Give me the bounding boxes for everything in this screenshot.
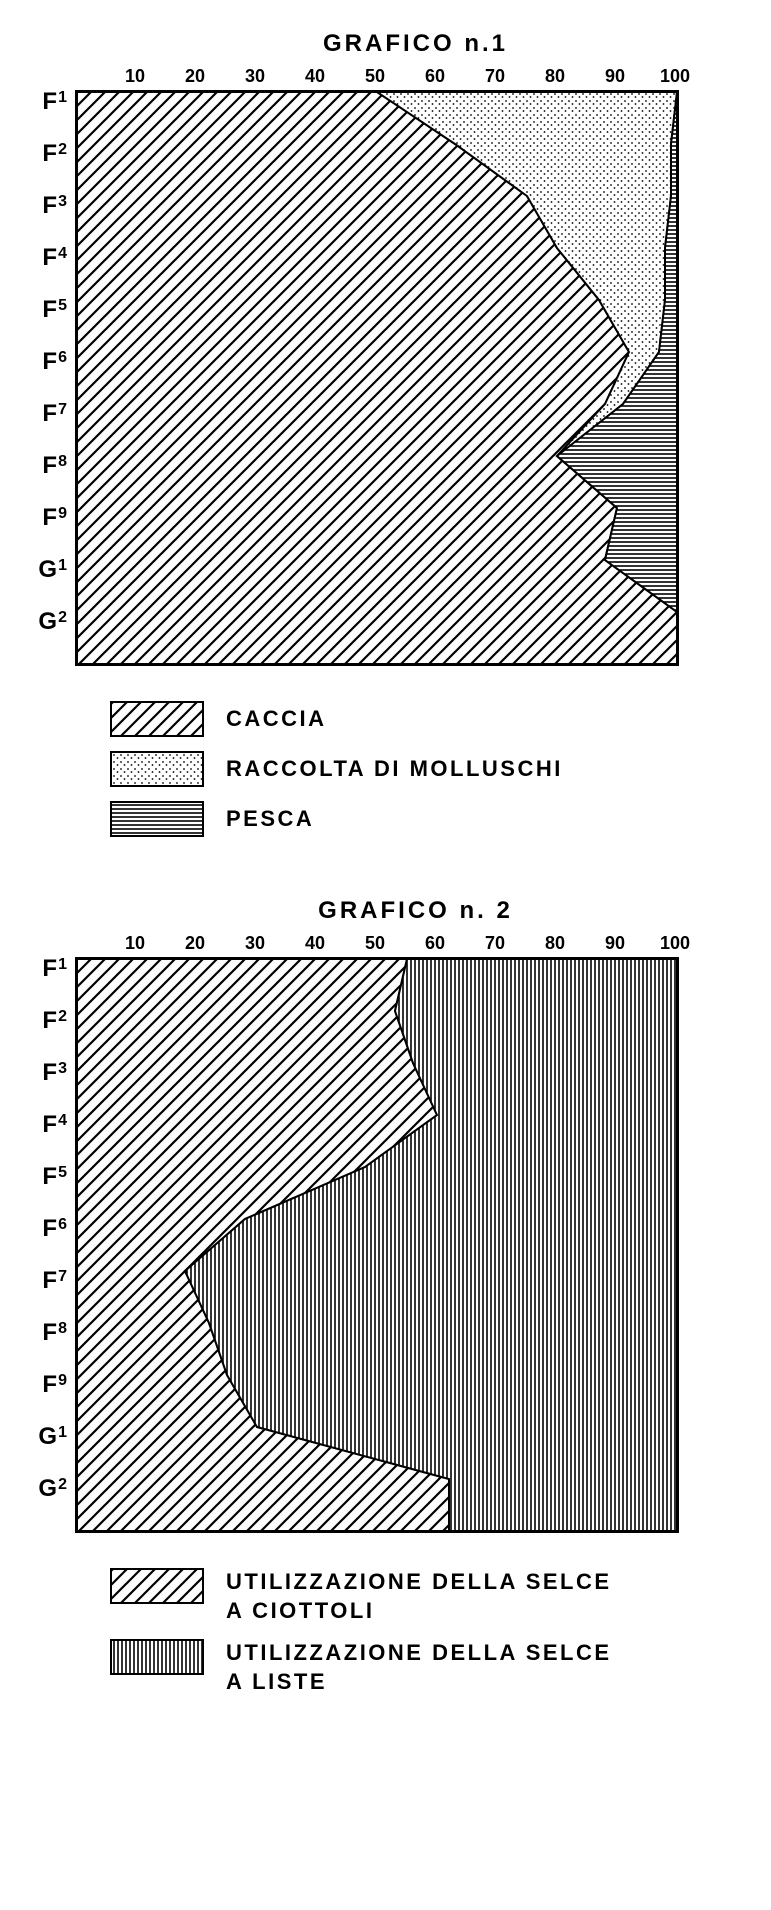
x-tick: 60 xyxy=(425,66,445,87)
x-tick: 20 xyxy=(185,933,205,954)
y-label: F3 xyxy=(20,194,75,246)
y-label: F3 xyxy=(20,1061,75,1113)
y-label: F8 xyxy=(20,454,75,506)
legend-swatch xyxy=(110,751,204,787)
legend-row: RACCOLTA DI MOLLUSCHI xyxy=(110,751,751,787)
chart-2: GRAFICO n. 2 F1F2F3F4F5F6F7F8F9G1G2 10 20… xyxy=(20,897,751,1696)
x-tick: 100 xyxy=(660,933,690,954)
x-tick: 10 xyxy=(125,66,145,87)
chart-1-y-labels: F1F2F3F4F5F6F7F8F9G1G2 xyxy=(20,66,75,662)
y-label: F6 xyxy=(20,350,75,402)
legend-swatch xyxy=(110,801,204,837)
chart-1: GRAFICO n.1 F1F2F3F4F5F6F7F8F9G1G2 10 20 3… xyxy=(20,30,751,837)
chart-2-legend: UTILIZZAZIONE DELLA SELCEA CIOTTOLI UTIL… xyxy=(110,1568,751,1696)
chart-2-y-labels: F1F2F3F4F5F6F7F8F9G1G2 xyxy=(20,933,75,1529)
x-tick: 90 xyxy=(605,66,625,87)
y-label: F6 xyxy=(20,1217,75,1269)
chart-1-wrap: F1F2F3F4F5F6F7F8F9G1G2 10 20 30 40 50 60 70 80 9… xyxy=(20,66,751,666)
y-label: F1 xyxy=(20,90,75,142)
chart-1-plot xyxy=(75,90,679,666)
chart-1-title: GRAFICO n.1 xyxy=(80,30,751,58)
y-label: F2 xyxy=(20,142,75,194)
x-tick: 40 xyxy=(305,933,325,954)
legend-label: UTILIZZAZIONE DELLA SELCEA CIOTTOLI xyxy=(226,1568,612,1625)
legend-label: RACCOLTA DI MOLLUSCHI xyxy=(226,755,563,784)
x-tick: 50 xyxy=(365,933,385,954)
chart-1-legend: CACCIA RACCOLTA DI MOLLUSCHI PESCA xyxy=(110,701,751,837)
y-label: F7 xyxy=(20,1269,75,1321)
legend-swatch xyxy=(110,701,204,737)
y-label: F8 xyxy=(20,1321,75,1373)
y-label: G2 xyxy=(20,1477,75,1529)
legend-label: PESCA xyxy=(226,805,314,834)
x-tick: 100 xyxy=(660,66,690,87)
x-tick: 40 xyxy=(305,66,325,87)
x-tick: 50 xyxy=(365,66,385,87)
legend-swatch xyxy=(110,1639,204,1675)
x-tick: 30 xyxy=(245,933,265,954)
x-tick: 20 xyxy=(185,66,205,87)
x-tick: 80 xyxy=(545,933,565,954)
y-label: G2 xyxy=(20,610,75,662)
y-label: F4 xyxy=(20,246,75,298)
x-tick: 10 xyxy=(125,933,145,954)
y-label: F9 xyxy=(20,1373,75,1425)
y-label: G1 xyxy=(20,1425,75,1477)
y-label: F9 xyxy=(20,506,75,558)
legend-row: PESCA xyxy=(110,801,751,837)
legend-label: UTILIZZAZIONE DELLA SELCEA LISTE xyxy=(226,1639,612,1696)
chart-2-x-axis: 102030405060708090100 xyxy=(75,933,675,957)
chart-2-title: GRAFICO n. 2 xyxy=(80,897,751,925)
x-tick: 60 xyxy=(425,933,445,954)
x-tick: 80 xyxy=(545,66,565,87)
y-label: F2 xyxy=(20,1009,75,1061)
x-tick: 70 xyxy=(485,933,505,954)
chart-2-wrap: F1F2F3F4F5F6F7F8F9G1G2 10 20 30 40 50 60 70 80 9… xyxy=(20,933,751,1533)
x-tick: 90 xyxy=(605,933,625,954)
legend-row: CACCIA xyxy=(110,701,751,737)
y-label: F7 xyxy=(20,402,75,454)
y-label: F5 xyxy=(20,298,75,350)
chart-1-x-axis: 102030405060708090100 xyxy=(75,66,675,90)
legend-swatch xyxy=(110,1568,204,1604)
legend-row: UTILIZZAZIONE DELLA SELCEA LISTE xyxy=(110,1639,751,1696)
y-label: F5 xyxy=(20,1165,75,1217)
y-label: F1 xyxy=(20,957,75,1009)
chart-1-plot-col: 10 20 30 40 50 60 70 80 90 100 xyxy=(75,66,751,666)
legend-row: UTILIZZAZIONE DELLA SELCEA CIOTTOLI xyxy=(110,1568,751,1625)
chart-2-plot-col: 10 20 30 40 50 60 70 80 90 100 xyxy=(75,933,751,1533)
y-label: F4 xyxy=(20,1113,75,1165)
y-label: G1 xyxy=(20,558,75,610)
x-tick: 70 xyxy=(485,66,505,87)
legend-label: CACCIA xyxy=(226,705,327,734)
chart-2-plot xyxy=(75,957,679,1533)
x-tick: 30 xyxy=(245,66,265,87)
